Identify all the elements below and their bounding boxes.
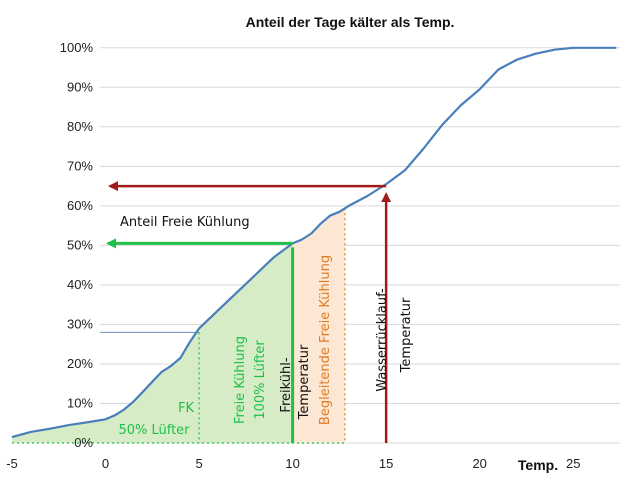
y-tick-label: 100% <box>60 40 94 55</box>
y-tick-label: 10% <box>67 395 93 410</box>
x-tick-label: 0 <box>102 456 109 471</box>
x-tick-label: 20 <box>472 456 486 471</box>
y-tick-label: 80% <box>67 119 93 134</box>
x-tick-labels: -5 0 5 10 15 20 25 <box>6 456 580 471</box>
freie-kuehlung-area <box>12 243 293 443</box>
arrow-layer <box>106 181 392 443</box>
y-tick-label: 70% <box>67 158 93 173</box>
freie-kuehlung-label: Freie Kühlung <box>233 336 248 424</box>
begleitende-freie-kuehlung-label: Begleitende Freie Kühlung <box>318 255 333 425</box>
y-tick-label: 50% <box>67 237 93 252</box>
x-tick-label: 10 <box>285 456 299 471</box>
freikuehl-label: Freikühl- <box>279 357 294 412</box>
y-tick-label: 90% <box>67 79 93 94</box>
y-tick-label: 20% <box>67 356 93 371</box>
x-axis-label: Temp. <box>518 457 558 473</box>
lufter-50-label: 50% Lüfter <box>118 423 190 438</box>
begleitende-area <box>292 208 345 443</box>
x-tick-label: 5 <box>195 456 202 471</box>
wasserruecklauf-temperatur-label: Temperatur <box>399 297 414 373</box>
x-tick-label: -5 <box>6 456 18 471</box>
guide-lines <box>12 208 346 444</box>
area-fills <box>12 208 345 443</box>
y-tick-label: 0% <box>74 435 93 450</box>
y-tick-label: 30% <box>67 316 93 331</box>
x-tick-label: 15 <box>379 456 393 471</box>
freikuehl-temperatur-label: Temperatur <box>297 344 312 420</box>
y-tick-label: 60% <box>67 198 93 213</box>
fk-label: FK <box>178 401 194 416</box>
lufter-100-label: 100% Lüfter <box>253 340 268 420</box>
y-tick-label: 40% <box>67 277 93 292</box>
y-tick-labels: 0% 10% 20% 30% 40% 50% 60% 70% 80% 90% 100% <box>60 40 94 450</box>
anteil-freie-kuehlung-label: Anteil Freie Kühlung <box>120 215 250 230</box>
x-tick-label: 25 <box>566 456 580 471</box>
wasserruecklauf-label: Wasserrücklauf- <box>375 288 390 392</box>
chart-title: Anteil der Tage kälter als Temp. <box>246 14 455 30</box>
